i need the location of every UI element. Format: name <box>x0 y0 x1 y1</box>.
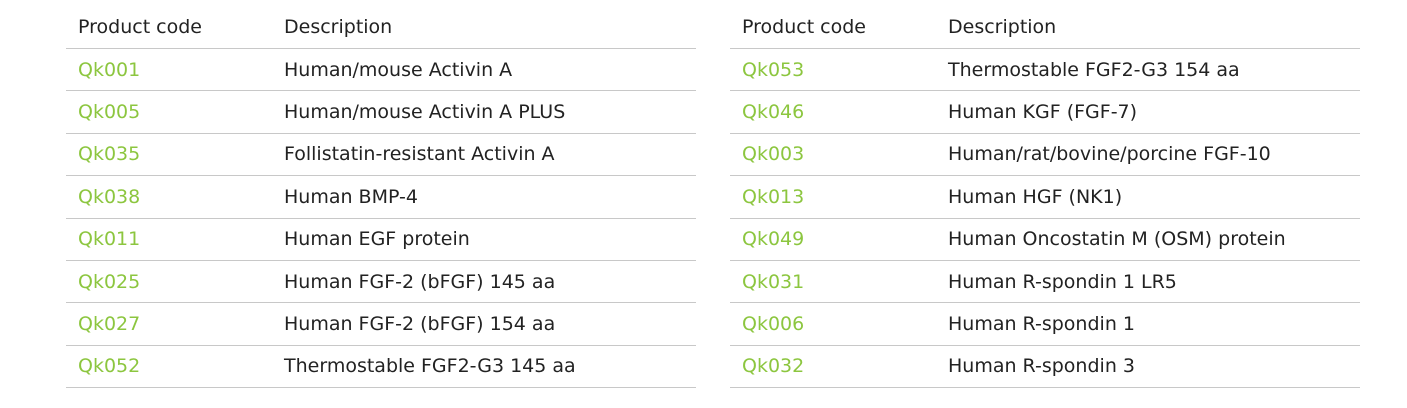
table-row: Qk005 Human/mouse Activin A PLUS <box>66 90 696 134</box>
table-header-row: Product code Description <box>66 6 696 49</box>
product-code-link[interactable]: Qk032 <box>730 345 936 389</box>
product-description: Human FGF-2 (bFGF) 154 aa <box>272 302 696 346</box>
product-description: Follistatin-resistant Activin A <box>272 133 696 177</box>
product-code-link[interactable]: Qk013 <box>730 175 936 219</box>
table-row: Qk031 Human R-spondin 1 LR5 <box>730 260 1360 304</box>
product-description: Human BMP-4 <box>272 175 696 219</box>
product-table-left: Product code Description Qk001 Human/mous… <box>66 6 696 389</box>
header-description: Description <box>272 6 696 49</box>
product-description: Human EGF protein <box>272 218 696 261</box>
product-code-link[interactable]: Qk038 <box>66 175 272 219</box>
product-code-link[interactable]: Qk031 <box>730 260 936 304</box>
product-code-link[interactable]: Qk053 <box>730 48 936 92</box>
product-code-link[interactable]: Qk003 <box>730 133 936 177</box>
product-description: Thermostable FGF2-G3 154 aa <box>936 48 1360 92</box>
table-row: Qk025 Human FGF-2 (bFGF) 145 aa <box>66 260 696 304</box>
product-code-link[interactable]: Qk006 <box>730 302 936 346</box>
table-row: Qk011 Human EGF protein <box>66 218 696 261</box>
header-description: Description <box>936 6 1360 49</box>
product-code-link[interactable]: Qk035 <box>66 133 272 177</box>
table-row: Qk038 Human BMP-4 <box>66 175 696 219</box>
header-product-code: Product code <box>66 6 272 49</box>
table-row: Qk006 Human R-spondin 1 <box>730 302 1360 346</box>
product-code-link[interactable]: Qk027 <box>66 302 272 346</box>
product-code-link[interactable]: Qk011 <box>66 218 272 261</box>
product-code-link[interactable]: Qk005 <box>66 90 272 134</box>
product-description: Human R-spondin 1 LR5 <box>936 260 1360 304</box>
product-code-link[interactable]: Qk025 <box>66 260 272 304</box>
header-product-code: Product code <box>730 6 936 49</box>
table-row: Qk027 Human FGF-2 (bFGF) 154 aa <box>66 302 696 346</box>
table-row: Qk035 Follistatin-resistant Activin A <box>66 133 696 177</box>
product-description: Human R-spondin 1 <box>936 302 1360 346</box>
table-row: Qk049 Human Oncostatin M (OSM) protein <box>730 218 1360 261</box>
product-code-link[interactable]: Qk001 <box>66 48 272 92</box>
table-row: Qk013 Human HGF (NK1) <box>730 175 1360 219</box>
product-description: Human/mouse Activin A PLUS <box>272 90 696 134</box>
table-header-row: Product code Description <box>730 6 1360 49</box>
product-code-link[interactable]: Qk052 <box>66 345 272 389</box>
table-row: Qk053 Thermostable FGF2-G3 154 aa <box>730 48 1360 92</box>
product-description: Human R-spondin 3 <box>936 345 1360 389</box>
product-description: Human Oncostatin M (OSM) protein <box>936 218 1360 261</box>
product-description: Human FGF-2 (bFGF) 145 aa <box>272 260 696 304</box>
product-description: Thermostable FGF2-G3 145 aa <box>272 345 696 389</box>
product-description: Human/mouse Activin A <box>272 48 696 92</box>
product-description: Human HGF (NK1) <box>936 175 1360 219</box>
product-table-right: Product code Description Qk053 Thermostab… <box>730 6 1360 389</box>
product-code-link[interactable]: Qk046 <box>730 90 936 134</box>
table-row: Qk046 Human KGF (FGF-7) <box>730 90 1360 134</box>
table-row: Qk032 Human R-spondin 3 <box>730 345 1360 389</box>
product-code-link[interactable]: Qk049 <box>730 218 936 261</box>
product-description: Human KGF (FGF-7) <box>936 90 1360 134</box>
table-row: Qk052 Thermostable FGF2-G3 145 aa <box>66 345 696 389</box>
table-row: Qk001 Human/mouse Activin A <box>66 48 696 92</box>
table-row: Qk003 Human/rat/bovine/porcine FGF-10 <box>730 133 1360 177</box>
product-description: Human/rat/bovine/porcine FGF-10 <box>936 133 1360 177</box>
